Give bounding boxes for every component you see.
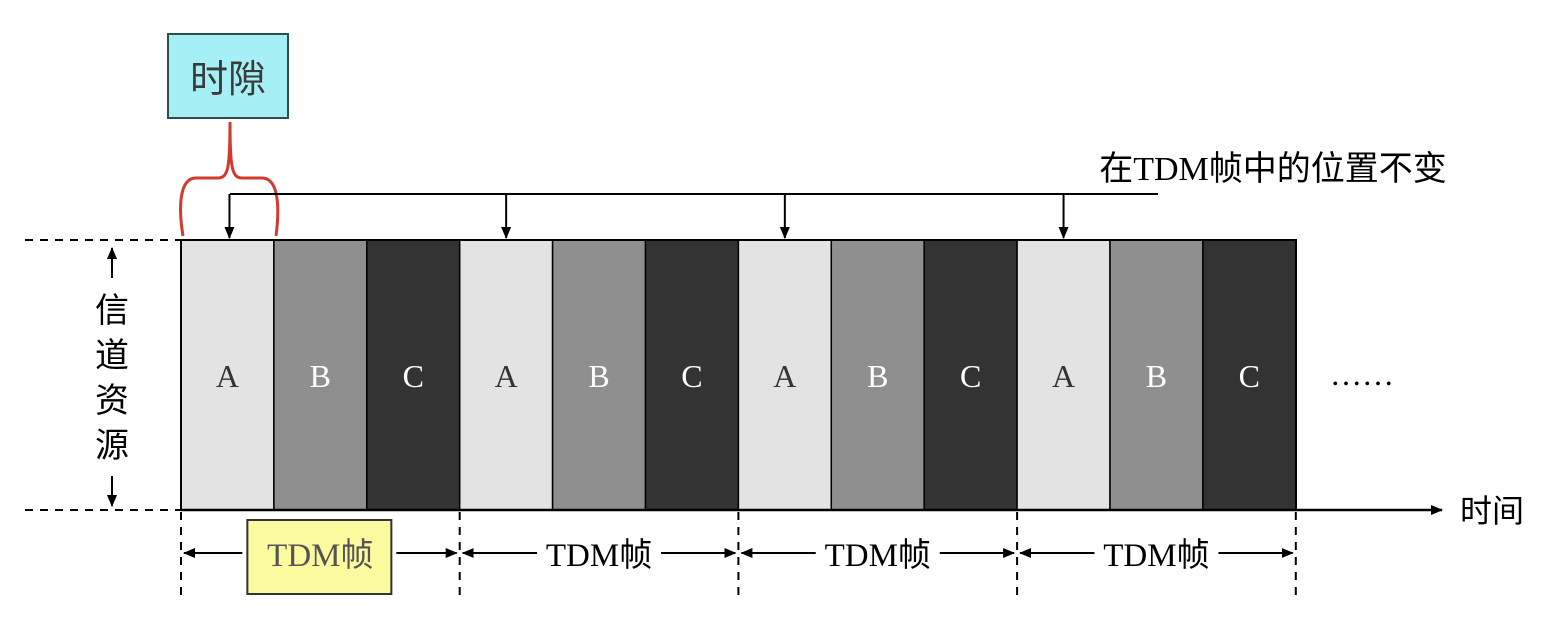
slot-label-b: B xyxy=(1146,358,1167,394)
slot-brace xyxy=(179,121,280,237)
tdm-frames: TDM帧 TDM帧 TDM帧 TDM帧 xyxy=(180,512,1297,598)
slot-c-frame-3 xyxy=(923,239,1018,511)
frame-label: TDM帧 xyxy=(825,537,931,574)
slot-label-box xyxy=(167,33,289,119)
slot-label-a: A xyxy=(495,358,518,394)
slot-b-frame-2 xyxy=(551,239,647,511)
slot-label-c: C xyxy=(960,358,981,394)
slot-a-frame-4 xyxy=(1016,239,1111,511)
ellipsis: …… xyxy=(1330,356,1394,392)
slot-label-b: B xyxy=(310,358,331,394)
channel-resource-char: 源 xyxy=(95,426,129,466)
slot-label-b: B xyxy=(588,358,609,394)
slot-label-a: A xyxy=(216,358,239,394)
frame-label: TDM帧 xyxy=(546,537,652,574)
slot-label: 时隙 xyxy=(190,57,266,101)
slot-c-frame-1 xyxy=(366,239,461,511)
time-axis-label: 时间 xyxy=(1460,492,1524,530)
slot-label-a: A xyxy=(773,358,796,394)
channel-resource-char: 信 xyxy=(95,291,129,331)
slot-b-frame-1 xyxy=(273,239,368,511)
slot-label-a: A xyxy=(1052,358,1075,394)
position-note: 在TDM帧中的位置不变 xyxy=(1099,150,1447,188)
slot-a-frame-1 xyxy=(180,239,275,511)
channel-resource-char: 道 xyxy=(95,336,129,376)
frame-label: TDM帧 xyxy=(1103,537,1209,574)
slot-label-c: C xyxy=(403,358,424,394)
frame-label: TDM帧 xyxy=(267,537,373,574)
slot-label-c: C xyxy=(1239,358,1260,394)
slot-label-c: C xyxy=(681,358,702,394)
slot-label-b: B xyxy=(867,358,888,394)
position-arrows xyxy=(224,194,1069,239)
slot-a-frame-3 xyxy=(737,239,833,511)
channel-resource-char: 资 xyxy=(95,381,129,421)
slot-c-frame-4 xyxy=(1202,239,1297,511)
frame-label-box xyxy=(246,519,393,595)
